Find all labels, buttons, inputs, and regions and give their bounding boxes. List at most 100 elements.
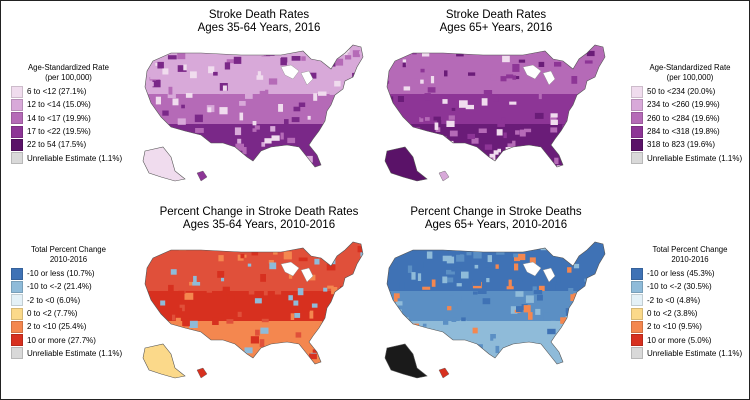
- legend-swatch: [11, 320, 23, 333]
- title-line-2: Ages 65+ Years, 2010-2016: [424, 219, 568, 231]
- great-lake: [522, 64, 542, 80]
- legend-swatch: [631, 125, 643, 138]
- legend-label: 14 to <17 (19.9%): [27, 113, 91, 123]
- great-lake: [300, 70, 314, 86]
- legend-item: 6 to <12 (27.1%): [11, 85, 126, 98]
- legend-swatch: [11, 267, 23, 280]
- legend-label: -10 to <-2 (30.5%): [647, 282, 712, 292]
- legend-swatch: [11, 307, 23, 320]
- legend-bottom-right: Total Percent Change 2010-2016 -10 or less…: [631, 245, 749, 360]
- alaska: [142, 343, 186, 379]
- legend-item: 14 to <17 (19.9%): [11, 112, 126, 125]
- legend-item: -10 or less (10.7%): [11, 267, 126, 280]
- alaska: [142, 146, 186, 182]
- us-map-bottom-right: [384, 241, 606, 379]
- legend-label: 0 to <2 (3.8%): [647, 309, 698, 319]
- legend-label: -10 or less (10.7%): [27, 269, 95, 279]
- legend-header: Total Percent Change 2010-2016: [11, 245, 126, 264]
- us-map-top-left: [142, 44, 364, 182]
- legend-item: 234 to <260 (19.9%): [631, 98, 749, 111]
- legend-item: -10 to <-2 (21.4%): [11, 280, 126, 293]
- title-line-2: Ages 65+ Years, 2016: [439, 22, 553, 34]
- title-line-2: Ages 35-64 Years, 2010-2016: [182, 219, 336, 231]
- legend-item: 260 to <284 (19.6%): [631, 112, 749, 125]
- hawaii: [196, 367, 208, 379]
- map-title-bottom-right: Percent Change in Stroke Deaths Ages 65+…: [366, 206, 626, 232]
- legend-top-right: Age-Standardized Rate (per 100,000) 50 to …: [631, 63, 749, 165]
- great-lake: [522, 261, 542, 277]
- legend-header-line-1: Total Percent Change: [31, 245, 106, 254]
- title-line-1: Stroke Death Rates: [445, 9, 547, 21]
- legend-swatch: [631, 152, 643, 165]
- legend-item: 318 to 823 (19.6%): [631, 138, 749, 151]
- legend-label: -2 to <0 (6.0%): [27, 295, 81, 305]
- legend-header-line-1: Age-Standardized Rate: [649, 63, 731, 72]
- legend-item: -2 to <0 (4.8%): [631, 294, 749, 307]
- legend-item: 22 to 54 (17.5%): [11, 138, 126, 151]
- legend-swatch: [11, 85, 23, 98]
- legend-bottom-left: Total Percent Change 2010-2016 -10 or less…: [11, 245, 126, 360]
- legend-item: 0 to <2 (3.8%): [631, 307, 749, 320]
- title-line-1: Percent Change in Stroke Deaths: [410, 206, 582, 218]
- legend-swatch: [11, 280, 23, 293]
- great-lake: [280, 64, 300, 80]
- legend-swatch: [631, 98, 643, 111]
- legend-swatch: [11, 294, 23, 307]
- alaska: [384, 343, 428, 379]
- legend-swatch: [631, 320, 643, 333]
- legend-swatch: [631, 112, 643, 125]
- legend-item: Unreliable Estimate (1.1%): [11, 151, 126, 165]
- hawaii: [438, 170, 450, 182]
- legend-item: 12 to <14 (15.0%): [11, 98, 126, 111]
- legend-item: 2 to <10 (9.5%): [631, 320, 749, 333]
- legend-item: -10 to <-2 (30.5%): [631, 280, 749, 293]
- legend-item: Unreliable Estimate (1.1%): [631, 347, 749, 360]
- legend-label: 260 to <284 (19.6%): [647, 113, 720, 123]
- legend-header-line-2: 2010-2016: [671, 254, 709, 264]
- legend-label: 50 to <234 (20.0%): [647, 87, 716, 97]
- legend-item: 284 to <318 (19.8%): [631, 125, 749, 138]
- title-line-1: Stroke Death Rates: [208, 9, 310, 21]
- legend-item: 17 to <22 (19.5%): [11, 125, 126, 138]
- legend-item: -2 to <0 (6.0%): [11, 294, 126, 307]
- legend-label: 0 to <2 (7.7%): [27, 309, 78, 319]
- legend-swatch: [11, 112, 23, 125]
- legend-label: 234 to <260 (19.9%): [647, 100, 720, 110]
- hawaii: [438, 367, 450, 379]
- us-map-top-right: [384, 44, 606, 182]
- legend-swatch: [631, 307, 643, 320]
- legend-header-line-2: 2010-2016: [49, 254, 88, 264]
- legend-item: 10 or more (27.7%): [11, 333, 126, 347]
- legend-swatch: [631, 280, 643, 293]
- legend-label: 10 or more (27.7%): [27, 335, 96, 345]
- legend-swatch: [11, 98, 23, 111]
- legend-header: Age-Standardized Rate (per 100,000): [631, 63, 749, 82]
- legend-label: -10 or less (45.3%): [647, 269, 715, 279]
- great-lake: [280, 261, 300, 277]
- hawaii: [196, 170, 208, 182]
- legend-swatch: [631, 85, 643, 98]
- legend-label: Unreliable Estimate (1.1%): [647, 348, 743, 358]
- legend-swatch: [631, 347, 643, 360]
- us-map-bottom-left: [142, 241, 364, 379]
- legend-label: 6 to <12 (27.1%): [27, 87, 87, 97]
- legend-header: Age-Standardized Rate (per 100,000): [11, 63, 126, 82]
- legend-header-line-1: Age-Standardized Rate: [27, 63, 110, 72]
- alaska: [384, 146, 428, 182]
- legend-label: Unreliable Estimate (1.1%): [27, 348, 123, 358]
- legend-swatch: [11, 334, 23, 347]
- legend-swatch: [631, 267, 643, 280]
- legend-label: -2 to <0 (4.8%): [647, 295, 701, 305]
- legend-label: 12 to <14 (15.0%): [27, 100, 91, 110]
- legend-label: 2 to <10 (25.4%): [27, 322, 87, 332]
- legend-item: Unreliable Estimate (1.1%): [631, 151, 749, 165]
- legend-label: 22 to 54 (17.5%): [27, 140, 87, 150]
- us-outline: [386, 44, 606, 168]
- us-outline: [386, 241, 606, 365]
- title-line-2: Ages 35-64 Years, 2016: [197, 22, 321, 34]
- legend-swatch: [631, 334, 643, 347]
- legend-header-line-1: Total Percent Change: [652, 245, 728, 254]
- map-title-top-right: Stroke Death Rates Ages 65+ Years, 2016: [386, 9, 606, 35]
- legend-swatch: [11, 152, 23, 165]
